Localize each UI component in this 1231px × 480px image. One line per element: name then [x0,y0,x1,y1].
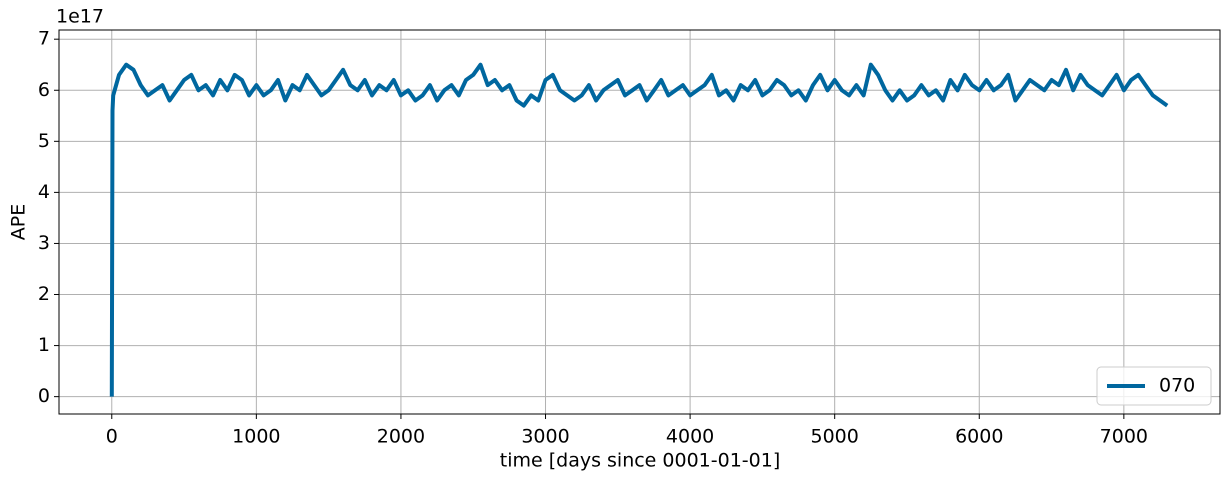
series-line [109,62,1169,397]
y-tick-label: 7 [38,28,50,50]
x-tick-label: 3000 [521,426,569,448]
x-tick-label: 0 [106,426,118,448]
x-tick-label: 2000 [377,426,425,448]
legend-box [1096,366,1212,406]
y-tick-label: 3 [38,232,50,254]
y-tick-label: 5 [38,130,50,152]
y-tick-label: 1 [38,334,50,356]
y-tick-label: 6 [38,79,50,101]
y-tick-label: 2 [38,283,50,305]
plot-frame [58,29,1221,415]
y-tick-label: 0 [38,385,50,407]
x-tick-label: 7000 [1100,426,1148,448]
x-axis-label: time [days since 0001-01-01] [500,450,781,472]
y-tick-label: 4 [38,181,50,203]
x-tick-label: 5000 [811,426,859,448]
x-tick-label: 1000 [232,426,280,448]
y-offset-label: 1e17 [56,6,104,28]
x-tick-label: 4000 [666,426,714,448]
y-axis-label: APE [8,204,30,240]
x-tick-label: 6000 [955,426,1003,448]
legend-label: 070 [1159,375,1195,397]
